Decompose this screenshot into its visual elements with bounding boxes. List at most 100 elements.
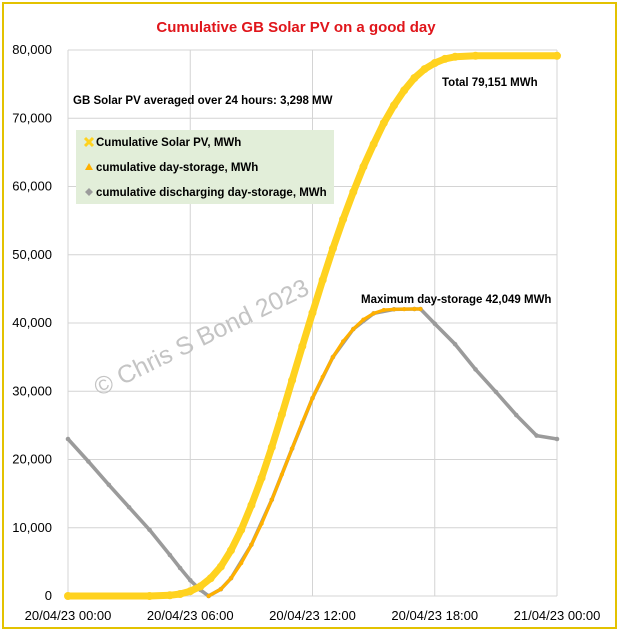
data-point	[440, 54, 449, 63]
max-storage-annotation: Maximum day-storage 42,049 MWh	[361, 294, 551, 306]
data-point	[267, 443, 276, 452]
y-tick-label: 70,000	[12, 110, 52, 125]
data-point	[371, 311, 376, 316]
data-point	[553, 51, 561, 60]
data-point	[188, 578, 193, 583]
average-annotation: GB Solar PV averaged over 24 hours: 3,29…	[73, 95, 333, 107]
data-point	[218, 587, 223, 592]
data-point	[147, 527, 152, 533]
chart-title: Cumulative GB Solar PV on a good day	[156, 19, 436, 36]
data-point	[381, 307, 386, 313]
series-line	[207, 307, 423, 598]
data-point	[298, 342, 307, 351]
data-point	[259, 521, 264, 526]
series-layer	[64, 51, 561, 600]
data-point	[65, 436, 71, 442]
data-point	[514, 412, 519, 418]
data-point	[473, 367, 478, 372]
y-tick-label: 40,000	[12, 315, 52, 330]
legend-label: cumulative day-storage, MWh	[96, 162, 258, 174]
data-point	[167, 552, 173, 558]
legend-marker-triangle	[85, 163, 93, 170]
watermark: © Chris S Bond 2023	[90, 274, 314, 402]
data-point	[318, 276, 327, 284]
data-point	[310, 396, 315, 401]
data-point	[247, 501, 256, 510]
total-annotation: Total 79,151 MWh	[442, 77, 538, 89]
data-point	[402, 307, 407, 312]
data-point	[196, 582, 205, 591]
data-point	[328, 244, 337, 253]
data-point	[420, 65, 429, 74]
data-point	[239, 561, 244, 566]
data-point	[349, 188, 358, 196]
data-point	[206, 593, 211, 599]
data-point	[277, 410, 286, 419]
data-point	[339, 215, 348, 224]
data-point	[126, 505, 132, 510]
series-1	[206, 306, 423, 599]
y-tick-label: 10,000	[12, 520, 52, 535]
data-point	[493, 389, 499, 395]
data-point	[106, 482, 112, 488]
data-point	[320, 374, 325, 379]
x-axis-ticks: 20/04/23 00:00 20/04/23 06:00 20/04/23 12:…	[25, 608, 601, 623]
data-point	[176, 590, 185, 598]
data-point	[206, 574, 215, 583]
data-point	[227, 546, 235, 555]
data-point	[330, 355, 335, 360]
data-point	[391, 307, 397, 312]
x-tick-label: 20/04/23 06:00	[147, 608, 234, 623]
data-point	[451, 52, 460, 61]
series-0	[64, 51, 561, 600]
data-point	[418, 306, 423, 312]
y-tick-label: 30,000	[12, 383, 52, 398]
legend-marker-x	[83, 136, 95, 148]
data-point	[400, 86, 409, 95]
y-tick-label: 20,000	[12, 452, 52, 467]
data-point	[288, 376, 297, 385]
x-tick-label: 20/04/23 00:00	[25, 608, 112, 623]
data-point	[290, 446, 295, 451]
data-point	[269, 497, 274, 502]
data-point	[145, 592, 154, 600]
data-point	[412, 306, 417, 312]
data-point	[237, 525, 246, 534]
data-point	[165, 591, 174, 600]
legend-marker-diamond	[85, 188, 93, 196]
x-tick-label: 20/04/23 12:00	[269, 608, 356, 623]
data-point	[249, 542, 254, 547]
data-point	[369, 140, 378, 149]
data-point	[216, 562, 225, 571]
y-tick-label: 0	[45, 588, 52, 603]
x-tick-label: 20/04/23 18:00	[391, 608, 478, 623]
data-point	[361, 317, 366, 322]
data-point	[390, 101, 398, 110]
data-point	[471, 51, 480, 60]
data-point	[257, 473, 266, 482]
y-axis-ticks: 0 10,000 20,000 30,000 40,000 50,000 60,000 70,…	[12, 42, 52, 603]
data-point	[430, 59, 439, 67]
legend-background	[76, 130, 334, 204]
data-point	[432, 321, 438, 327]
legend: Cumulative Solar PV, MWh cumulative day-s…	[76, 130, 334, 204]
data-point	[410, 74, 419, 82]
data-point	[554, 436, 560, 442]
y-tick-label: 60,000	[12, 179, 52, 194]
data-point	[86, 459, 91, 464]
data-point	[186, 587, 195, 596]
data-point	[308, 308, 317, 317]
data-point	[300, 420, 305, 425]
grid	[67, 49, 558, 597]
data-point	[379, 119, 388, 127]
data-point	[534, 433, 539, 438]
data-point	[64, 592, 72, 600]
legend-label: Cumulative Solar PV, MWh	[96, 137, 241, 149]
data-point	[177, 565, 183, 571]
data-point	[351, 327, 356, 332]
data-point	[359, 162, 368, 171]
y-tick-label: 80,000	[12, 42, 52, 57]
x-tick-label: 21/04/23 00:00	[514, 608, 601, 623]
data-point	[228, 576, 234, 581]
